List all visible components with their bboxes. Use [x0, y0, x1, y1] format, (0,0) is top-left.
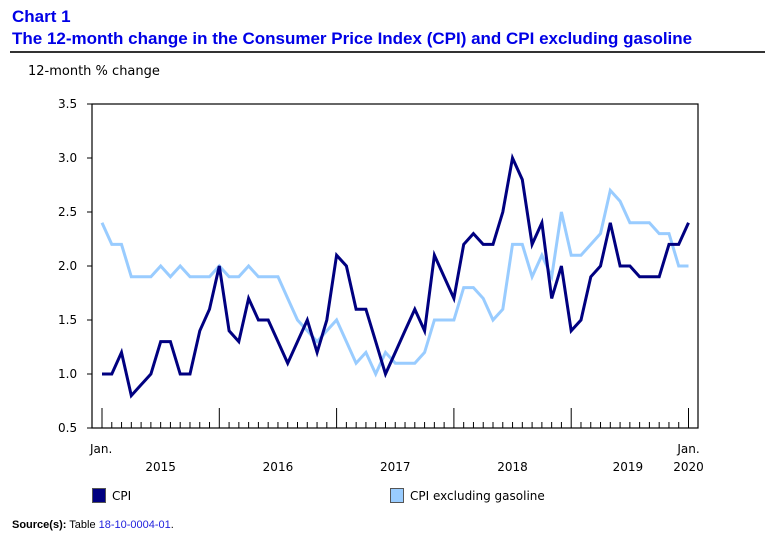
y-tick-label: 2.5: [58, 205, 77, 219]
y-axis: 0.5 1.0 1.5 2.0 2.5 3.0 3.5: [58, 97, 92, 435]
chart-title: The 12-month change in the Consumer Pric…: [12, 29, 693, 48]
series-line-cpi-excluding-gasoline: [100, 187, 689, 378]
legend-swatch-cpi: [92, 488, 106, 503]
series-line-cpi: [102, 152, 690, 399]
x-tick-label-year: 2019: [613, 460, 644, 474]
source-table-link[interactable]: 18-10-0004-01: [98, 519, 171, 531]
source-note: Source(s): Table 18-10-0004-01.: [12, 519, 174, 531]
x-tick-label-year: 2020: [673, 460, 704, 474]
y-axis-label: 12-month % change: [28, 64, 160, 79]
y-tick-label: 1.5: [58, 313, 77, 327]
y-tick-label: 1.0: [58, 367, 77, 381]
legend-swatch-cpi-excluding-gasoline: [390, 488, 404, 503]
y-tick-label: 0.5: [58, 421, 77, 435]
chart-number: Chart 1: [12, 7, 71, 26]
y-tick-label: 3.0: [58, 151, 77, 165]
x-tick-label-year: 2015: [145, 460, 176, 474]
legend-label-cpi-excluding-gasoline: CPI excluding gasoline: [410, 488, 545, 503]
x-tick-label-year: 2017: [380, 460, 411, 474]
plot-area-frame: [91, 103, 699, 429]
source-suffix: .: [170, 519, 174, 531]
legend-item-cpi: CPI: [92, 488, 131, 503]
legend-label-cpi: CPI: [112, 488, 132, 503]
x-tick-label-end-month: Jan.: [676, 442, 699, 456]
source-label: Source(s):: [12, 519, 67, 531]
x-tick-label-start-month: Jan.: [89, 442, 112, 456]
x-tick-label-year: 2016: [263, 460, 294, 474]
y-tick-label: 3.5: [58, 97, 77, 111]
source-text: Table: [69, 519, 96, 531]
title-divider: [10, 51, 765, 53]
series-layer: [100, 152, 690, 399]
x-tick-label-year: 2018: [497, 460, 528, 474]
x-axis: Jan. Jan. 2015 2016 2017 2018 2019 2020: [89, 408, 704, 474]
legend-item-cpi-excluding-gasoline: CPI excluding gasoline: [390, 488, 545, 503]
y-tick-label: 2.0: [58, 259, 77, 273]
